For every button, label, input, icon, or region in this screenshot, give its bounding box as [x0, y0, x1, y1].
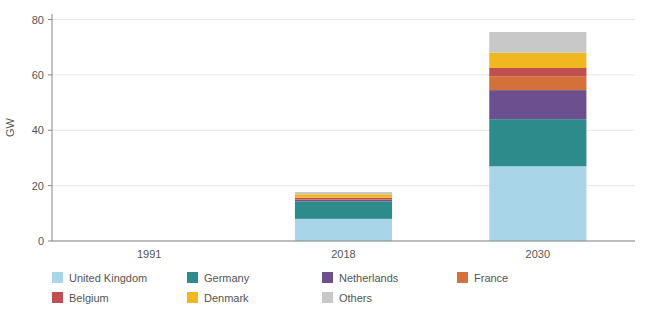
- legend-swatch: [457, 272, 468, 283]
- y-tick-label: 40: [32, 124, 44, 136]
- legend-label: Netherlands: [339, 272, 399, 284]
- bar-segment: [295, 200, 392, 201]
- x-tick-label: 2018: [331, 248, 355, 260]
- legend-label: Belgium: [69, 292, 109, 304]
- y-tick-label: 20: [32, 180, 44, 192]
- legend-label: Denmark: [204, 292, 249, 304]
- y-tick: [48, 241, 52, 242]
- bar-segment: [295, 198, 392, 200]
- bar-segment: [295, 192, 392, 194]
- bar-segment: [489, 68, 586, 76]
- bar-segment: [295, 194, 392, 197]
- legend-label: United Kingdom: [69, 272, 147, 284]
- y-axis-line: [52, 14, 53, 241]
- bars: [101, 32, 587, 241]
- x-axis-line: [52, 241, 635, 242]
- legend-swatch: [187, 292, 198, 303]
- x-tick-label: 1991: [137, 248, 161, 260]
- bar-segment: [489, 53, 586, 68]
- y-tick: [48, 19, 52, 20]
- y-tick: [48, 185, 52, 186]
- chart: 0 20 40 60 80 1991 2018 2030 GW United Kingdom Ger…: [0, 0, 651, 327]
- bar-segment: [489, 32, 586, 53]
- bar-segment: [295, 201, 392, 218]
- legend-label: Others: [339, 292, 373, 304]
- legend-swatch: [52, 272, 63, 283]
- legend-swatch: [52, 292, 63, 303]
- legend-swatch: [187, 272, 198, 283]
- bar-segment: [489, 166, 586, 241]
- legend-swatch: [322, 292, 333, 303]
- bar-segment: [489, 90, 586, 119]
- y-tick: [48, 74, 52, 75]
- grid: [48, 20, 635, 241]
- y-tick: [48, 130, 52, 131]
- legend-label: France: [474, 272, 508, 284]
- x-tick-label: 2030: [526, 248, 550, 260]
- bar-segment: [489, 76, 586, 90]
- y-tick-label: 80: [32, 14, 44, 26]
- grid-line: [52, 19, 635, 20]
- y-tick-label: 60: [32, 69, 44, 81]
- legend-label: Germany: [204, 272, 250, 284]
- bar-segment: [295, 219, 392, 241]
- legend: United Kingdom Germany Netherlands France Be…: [52, 272, 508, 304]
- legend-swatch: [322, 272, 333, 283]
- y-tick-label: 0: [38, 235, 44, 247]
- grid-line: [52, 241, 635, 242]
- bar-segment: [489, 119, 586, 166]
- y-axis-label: GW: [4, 117, 16, 137]
